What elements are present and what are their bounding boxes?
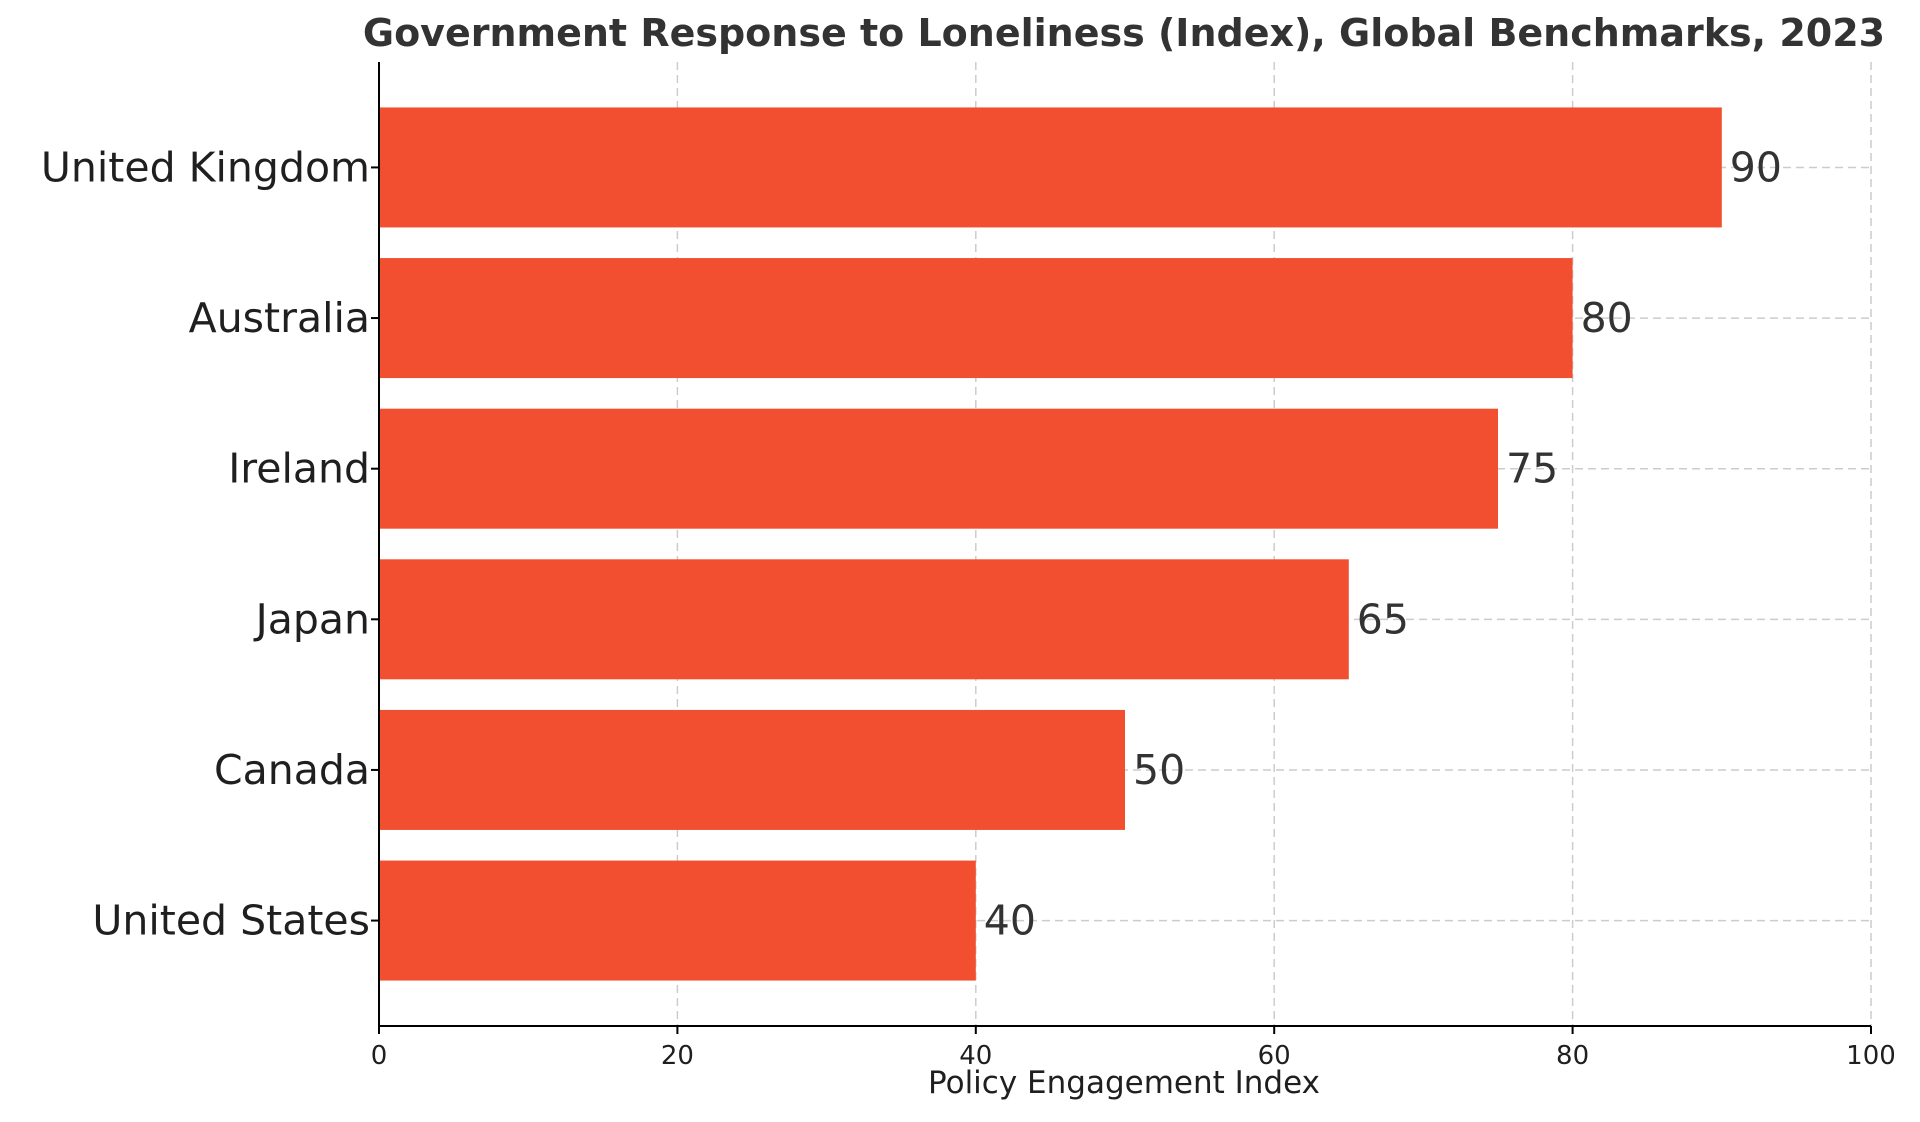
bar xyxy=(379,107,1722,228)
bar xyxy=(379,559,1349,680)
data-label: 90 xyxy=(1730,143,1782,191)
data-label: 50 xyxy=(1133,746,1185,794)
x-tick-label: 100 xyxy=(1846,1041,1896,1071)
category-label: Japan xyxy=(253,595,370,643)
category-label: United Kingdom xyxy=(41,143,370,191)
x-tick-label: 40 xyxy=(959,1041,992,1071)
bar xyxy=(379,709,1125,830)
bars xyxy=(379,107,1722,981)
category-label: Australia xyxy=(189,294,370,342)
x-tick-label: 0 xyxy=(371,1041,388,1071)
data-labels: 90 80 75 65 50 40 xyxy=(984,143,1782,944)
axes xyxy=(378,62,1871,1027)
category-label: United States xyxy=(92,897,370,945)
bar xyxy=(379,408,1498,529)
data-label: 65 xyxy=(1357,595,1409,643)
x-axis-title: Policy Engagement Index xyxy=(928,1065,1320,1101)
x-tick-label: 20 xyxy=(661,1041,694,1071)
data-label: 80 xyxy=(1581,294,1633,342)
bar xyxy=(379,258,1573,379)
x-tick-label: 60 xyxy=(1258,1041,1291,1071)
x-tick-label: 80 xyxy=(1556,1041,1589,1071)
x-axis-ticks: 0 20 40 60 80 100 xyxy=(371,1026,1896,1071)
category-label: Ireland xyxy=(228,445,370,493)
y-axis-labels: United Kingdom Australia Ireland Japan Canad… xyxy=(41,143,379,945)
chart-title: Government Response to Loneliness (Index… xyxy=(363,11,1885,55)
category-label: Canada xyxy=(214,746,370,794)
bar xyxy=(379,860,976,981)
data-label: 75 xyxy=(1506,445,1558,493)
data-label: 40 xyxy=(984,897,1036,945)
